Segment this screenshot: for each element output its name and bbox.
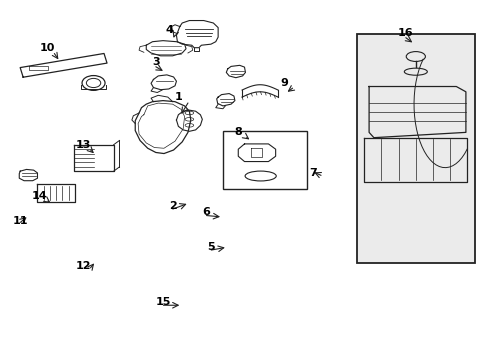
Text: 16: 16 xyxy=(397,27,413,37)
Text: 1: 1 xyxy=(175,92,183,102)
Text: 12: 12 xyxy=(75,261,91,271)
Text: 8: 8 xyxy=(234,127,242,138)
Text: 11: 11 xyxy=(13,216,28,226)
Text: 14: 14 xyxy=(32,191,48,201)
Text: 13: 13 xyxy=(75,140,90,150)
Text: 2: 2 xyxy=(168,202,176,211)
Text: 4: 4 xyxy=(165,25,173,35)
Bar xyxy=(223,131,306,189)
Text: 3: 3 xyxy=(152,57,159,67)
Text: 9: 9 xyxy=(280,78,287,88)
Bar xyxy=(356,33,473,263)
Text: 5: 5 xyxy=(207,242,214,252)
Text: 6: 6 xyxy=(202,207,210,217)
Text: 15: 15 xyxy=(155,297,170,307)
Text: 10: 10 xyxy=(40,43,55,53)
Text: 7: 7 xyxy=(308,168,316,178)
